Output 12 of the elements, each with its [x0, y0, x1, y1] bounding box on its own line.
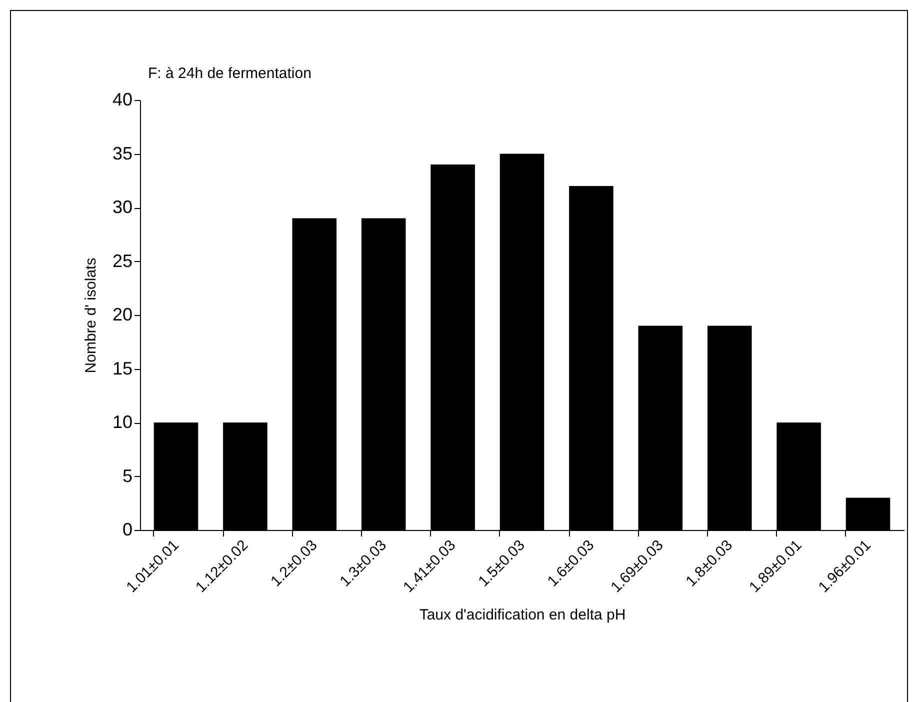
- y-tick-label: 15: [112, 358, 132, 378]
- x-axis-title: Taux d'acidification en delta pH: [419, 606, 626, 624]
- y-tick-label: 30: [112, 197, 132, 217]
- y-tick-label: 40: [112, 90, 132, 110]
- y-tick-label: 20: [112, 304, 132, 324]
- chart-title: F: à 24h de fermentation: [148, 65, 312, 82]
- y-tick-label: 5: [122, 466, 132, 486]
- y-tick-label: 25: [112, 250, 132, 271]
- y-tick-label: 35: [112, 143, 132, 164]
- y-tick-label: 0: [122, 520, 132, 540]
- y-tick-label: 10: [112, 412, 132, 432]
- y-axis-title: Nombre d' isolats: [82, 258, 100, 374]
